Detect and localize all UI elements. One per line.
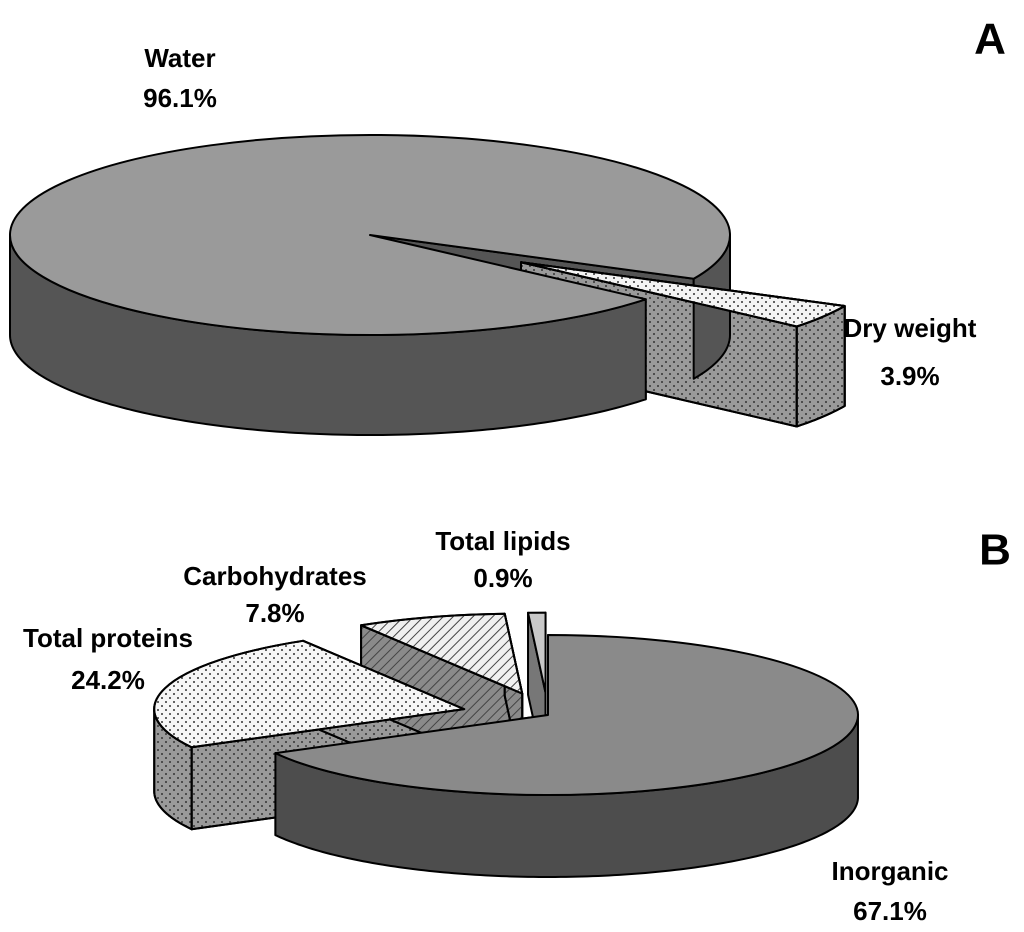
slice-value-label: 96.1% xyxy=(143,83,217,113)
slice-top xyxy=(360,612,524,695)
slice-top-pattern xyxy=(360,612,524,695)
slice-value-label: 0.9% xyxy=(473,563,532,593)
slice-top-fill xyxy=(527,611,547,694)
slice-label: Total lipids xyxy=(435,526,570,556)
panel-label: A xyxy=(974,15,1006,64)
slice-label: Inorganic xyxy=(831,856,948,886)
slice-top-fill xyxy=(274,634,859,796)
slice-value-label: 24.2% xyxy=(71,665,145,695)
slice-label: Water xyxy=(144,43,215,73)
slice-top-pattern xyxy=(519,261,846,328)
slice-label: Carbohydrates xyxy=(183,561,367,591)
slice-value-label: 7.8% xyxy=(245,598,304,628)
slice-top xyxy=(274,634,859,796)
panel-label: B xyxy=(979,526,1011,575)
slice-value-label: 67.1% xyxy=(853,896,927,926)
slice-top xyxy=(153,639,466,749)
slice-top-pattern xyxy=(153,639,466,749)
slice-top xyxy=(527,611,547,694)
slice-label: Total proteins xyxy=(23,623,193,653)
slice-value-label: 3.9% xyxy=(880,361,939,391)
slice-top xyxy=(9,134,731,337)
slice-label: Dry weight xyxy=(844,313,977,343)
slice-top-fill xyxy=(9,134,731,337)
slice-top xyxy=(519,261,846,328)
